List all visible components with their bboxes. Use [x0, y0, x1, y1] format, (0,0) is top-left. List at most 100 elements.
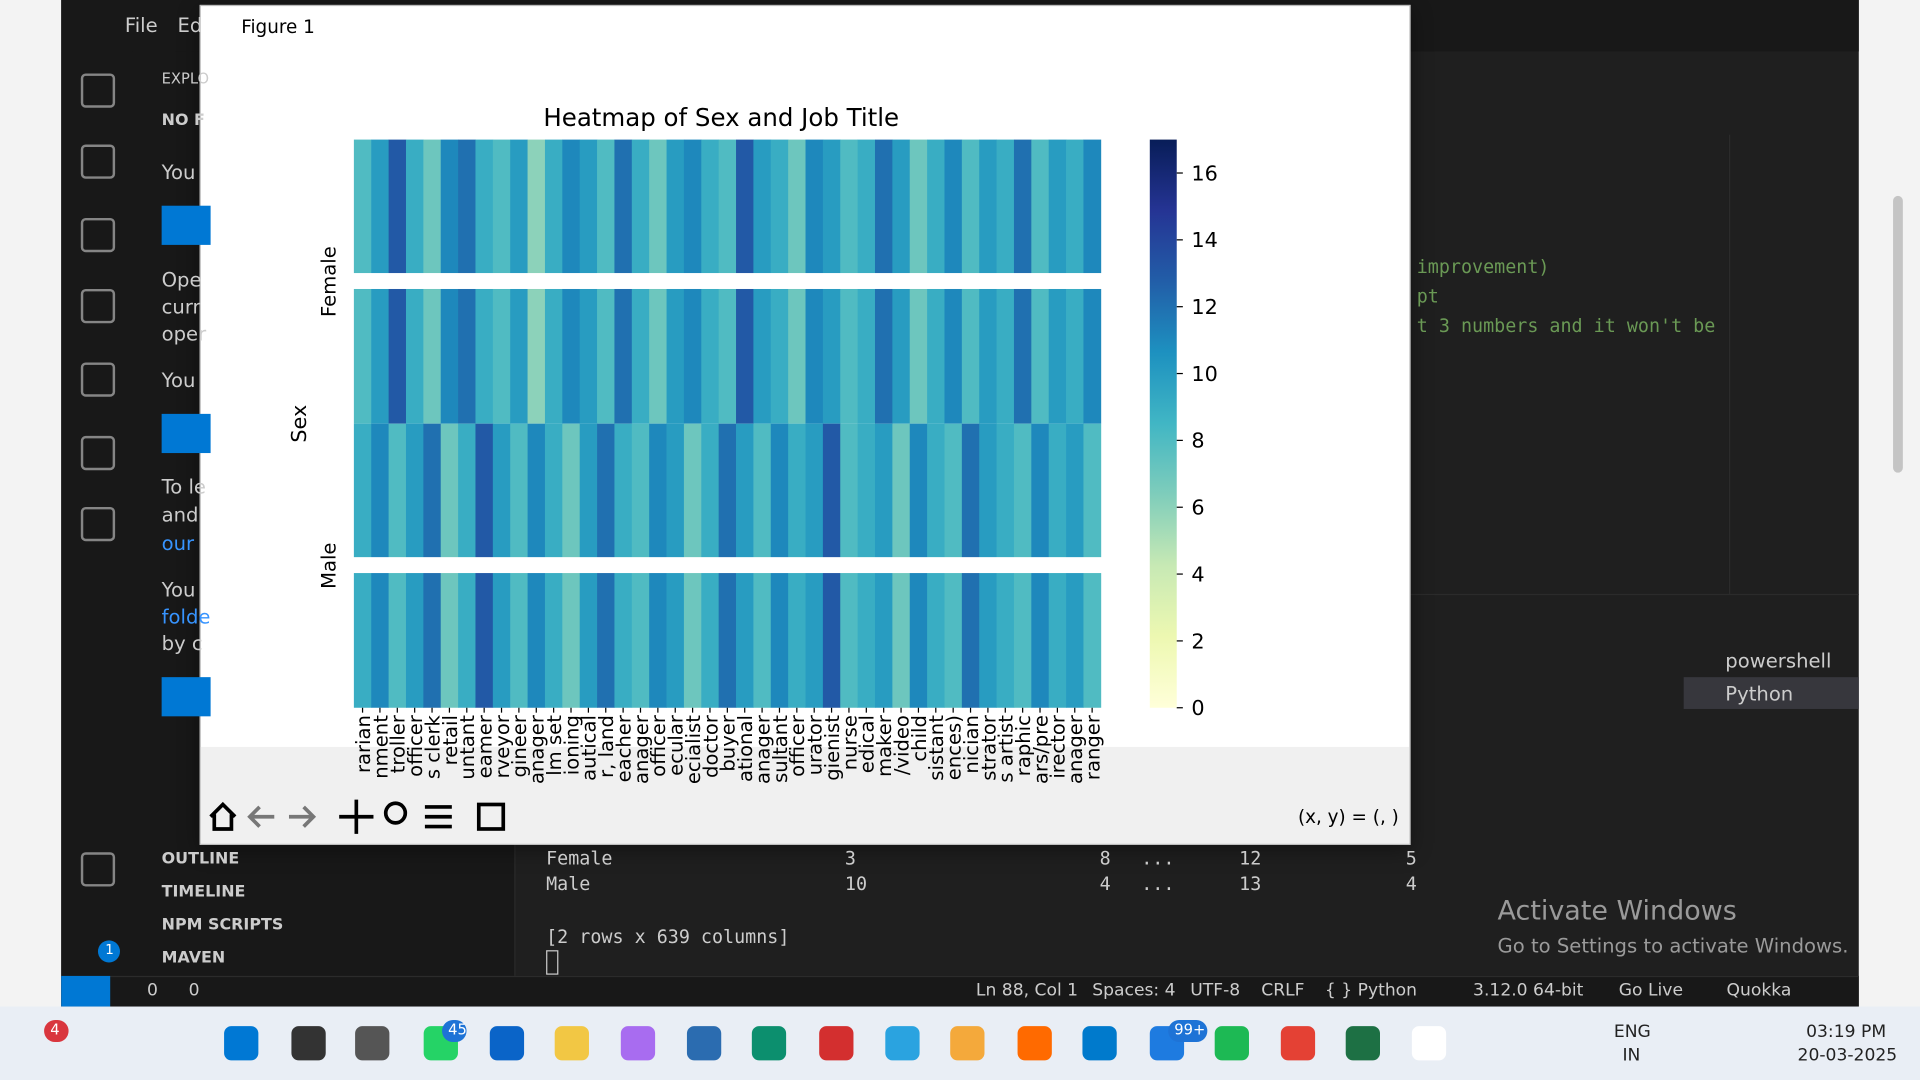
x-tick-label: strator — [977, 714, 1000, 781]
x-tick-label: anager — [526, 714, 549, 784]
terminal-cell: 5 — [1405, 847, 1417, 870]
chart-title: Heatmap of Sex and Job Title — [543, 103, 899, 132]
colorbar-tick-label: 2 — [1191, 629, 1204, 653]
figure-toolbar — [200, 746, 1410, 844]
clock-time: 03:19 PM — [1806, 1022, 1887, 1043]
status-item[interactable]: { } Python — [1324, 980, 1418, 1001]
x-tick-label: officer — [647, 714, 670, 777]
sidebar-text[interactable]: our — [161, 531, 195, 555]
taskbar-icon — [620, 1026, 656, 1061]
forward-icon[interactable] — [288, 805, 317, 828]
language: ENG — [1613, 1022, 1651, 1043]
home-icon[interactable] — [209, 801, 237, 831]
x-tick-label: /video — [890, 715, 913, 775]
activity-icon — [80, 288, 116, 324]
colorbar-tick-label: 4 — [1191, 562, 1204, 586]
x-tick-label: ranger — [1081, 714, 1104, 780]
sidebar-header: EXPLO — [161, 69, 210, 87]
status-item[interactable]: 3.12.0 64-bit — [1473, 980, 1584, 1001]
annotation-band — [347, 557, 1107, 574]
x-tick-label: eamer — [474, 714, 497, 778]
x-tick-label: eacher — [612, 714, 635, 782]
panel-section[interactable]: MAVEN — [161, 948, 226, 968]
panel-section[interactable]: OUTLINE — [161, 849, 240, 869]
panel-section[interactable]: NPM SCRIPTS — [161, 915, 284, 935]
x-tick-label: gienist — [821, 715, 844, 781]
taskbar-icon — [885, 1026, 920, 1061]
sidebar-text: Ope — [161, 268, 202, 292]
x-tick-label: officer — [404, 714, 427, 777]
terminal-tab[interactable]: powershell — [1725, 648, 1832, 673]
sidebar-text[interactable]: folde — [161, 604, 211, 629]
editor-line: t 3 numbers and it won't be — [1416, 314, 1716, 337]
status-item[interactable]: Quokka — [1726, 980, 1792, 1001]
x-tick-label: rarian — [352, 715, 375, 773]
activity-icon — [80, 144, 116, 179]
figure-window: Female Male rarian nment troller officer s cle… — [199, 4, 1411, 845]
x-tick-label: nment — [369, 715, 392, 779]
x-tick-label: urator — [804, 714, 827, 775]
y-tick-label: Female — [318, 246, 341, 317]
pan-icon[interactable] — [339, 799, 374, 834]
menu-item[interactable]: File — [124, 13, 158, 37]
error-count: 0 — [146, 980, 158, 1001]
toolbar-icons — [209, 799, 506, 834]
activity-icon — [80, 217, 116, 253]
status-item[interactable]: Spaces: 4 — [1092, 980, 1176, 1001]
remote-button[interactable] — [61, 975, 111, 1007]
colorbar-tick-label: 16 — [1191, 161, 1217, 185]
status-item[interactable]: UTF-8 — [1190, 980, 1241, 1001]
status-bar — [61, 975, 1859, 1008]
sidebar-text: oper — [161, 322, 207, 346]
status-item[interactable]: Ln 88, Col 1 — [975, 980, 1079, 1001]
panel-section[interactable]: TIMELINE — [161, 882, 246, 902]
status-item[interactable]: CRLF — [1261, 980, 1305, 1001]
terminal-cell: 13 — [1239, 873, 1262, 896]
taskbar-badge: 99+ — [1174, 1021, 1206, 1039]
editor-line: pt — [1416, 285, 1439, 308]
terminal-cell: 3 — [844, 847, 856, 870]
sidebar-text: by c — [161, 631, 203, 656]
terminal-cell: 8 — [1099, 847, 1111, 870]
taskbar-icon — [1411, 1026, 1447, 1061]
x-tick-label: nurse — [838, 715, 861, 770]
zoom-icon[interactable] — [383, 801, 408, 825]
terminal-cursor — [546, 950, 559, 975]
sidebar-button — [161, 205, 211, 245]
x-tick-label: ecular — [665, 714, 688, 776]
taskbar-icon — [1017, 1026, 1052, 1061]
taskbar-badge: 4 — [50, 1021, 60, 1039]
activity-icon — [80, 73, 116, 108]
taskbar-badge: 45 — [448, 1021, 467, 1039]
figure-title: Figure 1 — [241, 15, 315, 38]
back-icon[interactable] — [247, 805, 275, 828]
save-icon[interactable] — [476, 802, 506, 831]
status-item[interactable]: Go Live — [1618, 980, 1684, 1001]
terminal-cell: 4 — [1405, 873, 1417, 896]
badge-bg — [1168, 1020, 1208, 1043]
badge-bg — [44, 1020, 69, 1043]
x-tick-label: rveyor — [491, 714, 514, 778]
config-icon[interactable] — [424, 805, 452, 829]
colorbar-tick-label: 0 — [1191, 696, 1204, 720]
taskbar-icon — [291, 1026, 326, 1061]
x-tick-label: sultant — [769, 715, 792, 783]
taskbar-icon — [819, 1026, 854, 1061]
menu-item[interactable]: Ed — [177, 13, 203, 37]
annotation-band — [347, 273, 1107, 289]
badge-bg — [442, 1020, 467, 1043]
terminal-tab[interactable]: Python — [1725, 682, 1794, 706]
taskbar-icon — [1082, 1026, 1117, 1061]
x-tick-label: anager — [630, 714, 653, 784]
x-tick-label: edical — [856, 715, 879, 773]
terminal-cell: 12 — [1239, 847, 1262, 870]
x-tick-label: lm set — [543, 715, 566, 776]
x-tick-label: raphic — [1012, 715, 1035, 776]
colorbar-tick-label: 6 — [1191, 496, 1204, 520]
watermark-text: Go to Settings to activate Windows. — [1497, 934, 1849, 958]
x-tick-label: maker — [873, 714, 896, 777]
x-tick-label: doctor — [699, 714, 722, 778]
activity-icon — [80, 506, 116, 542]
x-tick-label: ioning — [560, 715, 583, 775]
colorbar-tick-label: 12 — [1191, 295, 1217, 319]
